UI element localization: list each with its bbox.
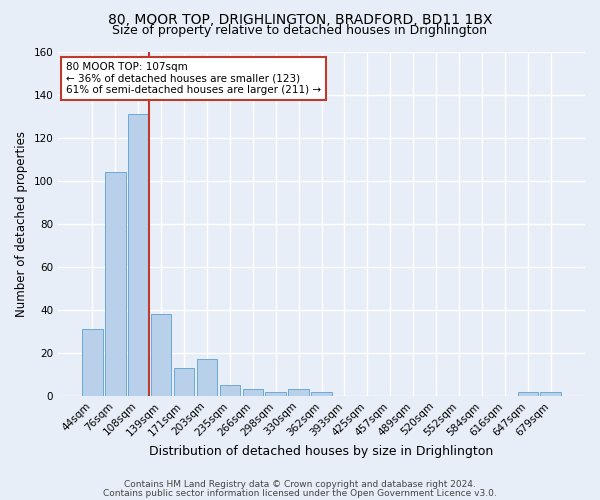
Bar	[311, 392, 332, 396]
Bar	[174, 368, 194, 396]
Bar	[220, 385, 240, 396]
Text: Contains public sector information licensed under the Open Government Licence v3: Contains public sector information licen…	[103, 488, 497, 498]
Bar	[105, 172, 125, 396]
Text: 80 MOOR TOP: 107sqm
← 36% of detached houses are smaller (123)
61% of semi-detac: 80 MOOR TOP: 107sqm ← 36% of detached ho…	[66, 62, 321, 95]
Text: 80, MOOR TOP, DRIGHLINGTON, BRADFORD, BD11 1BX: 80, MOOR TOP, DRIGHLINGTON, BRADFORD, BD…	[108, 12, 492, 26]
Bar	[541, 392, 561, 396]
Bar	[128, 114, 149, 396]
Bar	[151, 314, 172, 396]
X-axis label: Distribution of detached houses by size in Drighlington: Distribution of detached houses by size …	[149, 444, 494, 458]
Bar	[518, 392, 538, 396]
Bar	[197, 360, 217, 396]
Text: Size of property relative to detached houses in Drighlington: Size of property relative to detached ho…	[113, 24, 487, 37]
Y-axis label: Number of detached properties: Number of detached properties	[15, 130, 28, 316]
Bar	[265, 392, 286, 396]
Bar	[82, 329, 103, 396]
Text: Contains HM Land Registry data © Crown copyright and database right 2024.: Contains HM Land Registry data © Crown c…	[124, 480, 476, 489]
Bar	[289, 390, 309, 396]
Bar	[242, 390, 263, 396]
